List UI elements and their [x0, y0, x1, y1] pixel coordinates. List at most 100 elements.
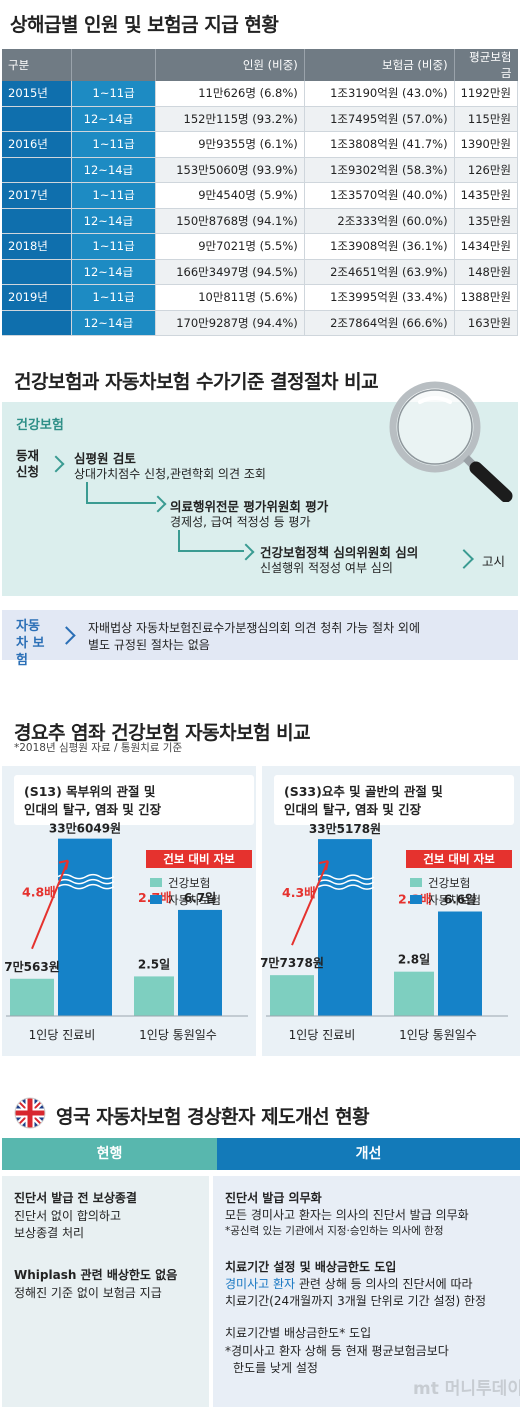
health-label: 건강보험: [16, 418, 64, 433]
connector-line: [178, 550, 244, 552]
cell-avg: 148만원: [454, 259, 519, 285]
auto-label: 자동차 보험: [16, 619, 45, 668]
cell-avg: 1390만원: [454, 131, 519, 158]
cell-people: 9만7021명 (5.5%): [155, 233, 305, 260]
auto-insurance-box: 자동차 보험 자배법상 자동차보험진료수가분쟁심의회 의견 청취 가능 절차 외…: [2, 610, 518, 668]
imp3-note1: *경미사고 환자 상해 등 현재 평균보험금보다: [225, 1344, 449, 1358]
cell-amount: 1조3808억원 (41.7%): [304, 131, 455, 158]
imp2-line1: 경미사고 환자 관련 상해 등 의사의 진단서에 따라: [225, 1275, 473, 1292]
cell-grade: 12~14급: [71, 259, 157, 285]
cell-year: 2018년: [2, 233, 73, 260]
legend-badge: [146, 850, 252, 868]
axis-break-icon: [317, 879, 375, 885]
cell-amount: 2조333억원 (60.0%): [304, 208, 455, 234]
cell-avg: 1435만원: [454, 182, 519, 209]
section4-title: 영국 자동차보험 경상환자 제도개선 현황: [56, 1106, 370, 1128]
connector-line: [178, 530, 180, 552]
step2-title: 의료행위전문 평가위원회 평가: [170, 499, 329, 514]
col-amount: 보험금 (비중): [304, 49, 455, 81]
chart-title-box: [274, 775, 514, 825]
axis-break-icon: [317, 874, 375, 880]
bar-health-days: [394, 971, 434, 1016]
table-row: 2016년 1~11급 9만9355명 (6.1%) 1조3808억원 (41.7%)…: [2, 131, 519, 158]
health-insurance-flow: 건강보험 등재 신청 심평원 검토 상대가치점수 신청,관련학회 의견 조회 의…: [2, 381, 518, 596]
cell-amount: 2조4651억원 (63.9%): [304, 259, 455, 285]
legend-auto: 자동차보험: [168, 893, 221, 907]
cell-avg: 1192만원: [454, 81, 519, 107]
section2-title: 건강보험과 자동차보험 수가기준 결정절차 비교: [14, 371, 379, 393]
table-row: 2018년 1~11급 9만7021명 (5.5%) 1조3908억원 (36.1%)…: [2, 233, 519, 260]
ratio-cost: 4.8배: [22, 885, 56, 900]
cell-avg: 163만원: [454, 310, 519, 336]
ratio-arrow: [291, 860, 329, 946]
imp1-note: *공신력 있는 기관에서 지정·승인하는 의사에 한정: [225, 1225, 444, 1237]
cell-amount: 1조9302억원 (58.3%): [304, 157, 455, 183]
cell-people: 170만9287명 (94.4%): [155, 310, 305, 336]
cell-people: 150만8768명 (94.1%): [155, 208, 305, 234]
imp1-title: 진단서 발급 의무화: [225, 1191, 322, 1205]
cell-avg: 115만원: [454, 106, 519, 132]
connector-line: [86, 482, 88, 504]
cur1-desc2: 보상종결 처리: [14, 1226, 85, 1240]
cell-grade: 1~11급: [71, 182, 157, 209]
cell-people: 152만115명 (93.2%): [155, 106, 305, 132]
cell-year: [2, 259, 73, 285]
watermark-logo: mt 머니투데이: [413, 1379, 520, 1399]
label-health-cost: 7만563원: [4, 959, 59, 974]
cell-grade: 1~11급: [71, 131, 157, 158]
current-panel: 진단서 발급 전 보상종결 진단서 없이 합의하고 보상종결 처리 Whipla…: [2, 1176, 209, 1407]
cell-year: [2, 106, 73, 132]
step3-title: 건강보험정책 심의위원회 심의: [260, 545, 419, 560]
legend-swatch-health: [410, 878, 422, 887]
cell-grade: 1~11급: [71, 81, 157, 107]
label-auto-cost: 33만5178원: [309, 821, 381, 836]
category-label-cost: 1인당 진료비: [29, 1028, 96, 1042]
cell-year: [2, 208, 73, 234]
auto-desc-2: 별도 규정된 절차는 없음: [88, 638, 210, 652]
table-row: 12~14급 153만5060명 (93.9%) 1조9302억원 (58.3%) 1…: [2, 157, 519, 183]
cur2-desc: 정해진 기준 없이 보험금 지급: [14, 1286, 162, 1300]
chart-title-line2: 인대의 탈구, 염좌 및 긴장: [24, 802, 162, 817]
arrow-tip: [205, 1138, 217, 1170]
bar-health-cost: [10, 978, 54, 1016]
legend-badge: [406, 850, 512, 868]
header-current: 현행: [2, 1138, 217, 1170]
imp2-title: 치료기간 설정 및 배상금한도 도입: [225, 1260, 397, 1274]
section1-title: 상해급별 인원 및 보험금 지급 현황: [10, 14, 279, 36]
chart-title-line1: (S33)요추 및 골반의 관절 및: [284, 784, 443, 799]
cell-people: 10만811명 (5.6%): [155, 284, 305, 311]
chart-title-line2: 인대의 탈구, 염좌 및 긴장: [284, 802, 422, 817]
bar-auto-days: [178, 909, 222, 1016]
cell-grade: 12~14급: [71, 208, 157, 234]
legend-badge-text: 건보 대비 자보: [163, 852, 235, 866]
bar-health-days: [134, 976, 174, 1016]
cell-avg: 1434만원: [454, 233, 519, 260]
improved-panel: 진단서 발급 의무화 모든 경미사고 환자는 의사의 진단서 발급 의무화 *공…: [213, 1176, 520, 1407]
injury-grade-table: 구분 인원 (비중) 보험금 (비중) 평균보험금 2015년 1~11급 11만6…: [2, 49, 519, 336]
bar-health-cost: [270, 975, 314, 1016]
table-row: 2019년 1~11급 10만811명 (5.6%) 1조3995억원 (33.4%)…: [2, 284, 519, 311]
step1-title: 심평원 검토: [74, 451, 136, 466]
cell-year: 2016년: [2, 131, 73, 158]
imp3-note2: 한도를 낮게 설정: [233, 1361, 318, 1375]
magnifier-icon: [389, 381, 513, 502]
category-label-cost: 1인당 진료비: [289, 1028, 356, 1042]
chart-title-line1: (S13) 목부위의 관절 및: [24, 784, 155, 799]
category-label-days: 1인당 통원일수: [399, 1028, 477, 1042]
col-avg: 평균보험금: [454, 49, 518, 81]
header-improved-label: 개선: [355, 1146, 382, 1162]
cell-amount: 1조3570억원 (40.0%): [304, 182, 455, 209]
legend-swatch-auto: [410, 895, 422, 904]
step2-desc: 경제성, 급여 적정성 등 평가: [170, 515, 311, 529]
label-auto-days: 6.7일: [184, 891, 216, 905]
cur2-title: Whiplash 관련 배상한도 없음: [14, 1268, 178, 1282]
col-people: 인원 (비중): [155, 49, 305, 81]
axis-break-icon: [317, 884, 375, 890]
legend-health: 건강보험: [428, 876, 470, 890]
cell-amount: 1조7495억원 (57.0%): [304, 106, 455, 132]
table-row: 12~14급 166만3497명 (94.5%) 2조4651억원 (63.9%) 1…: [2, 259, 519, 285]
legend-auto: 자동차보험: [428, 893, 481, 907]
uk-flag-icon: [14, 1097, 46, 1129]
imp3-title: 치료기간별 배상금한도* 도입: [225, 1326, 372, 1340]
source-note: *2018년 심평원 자료 / 통원치료 기준: [14, 742, 183, 754]
